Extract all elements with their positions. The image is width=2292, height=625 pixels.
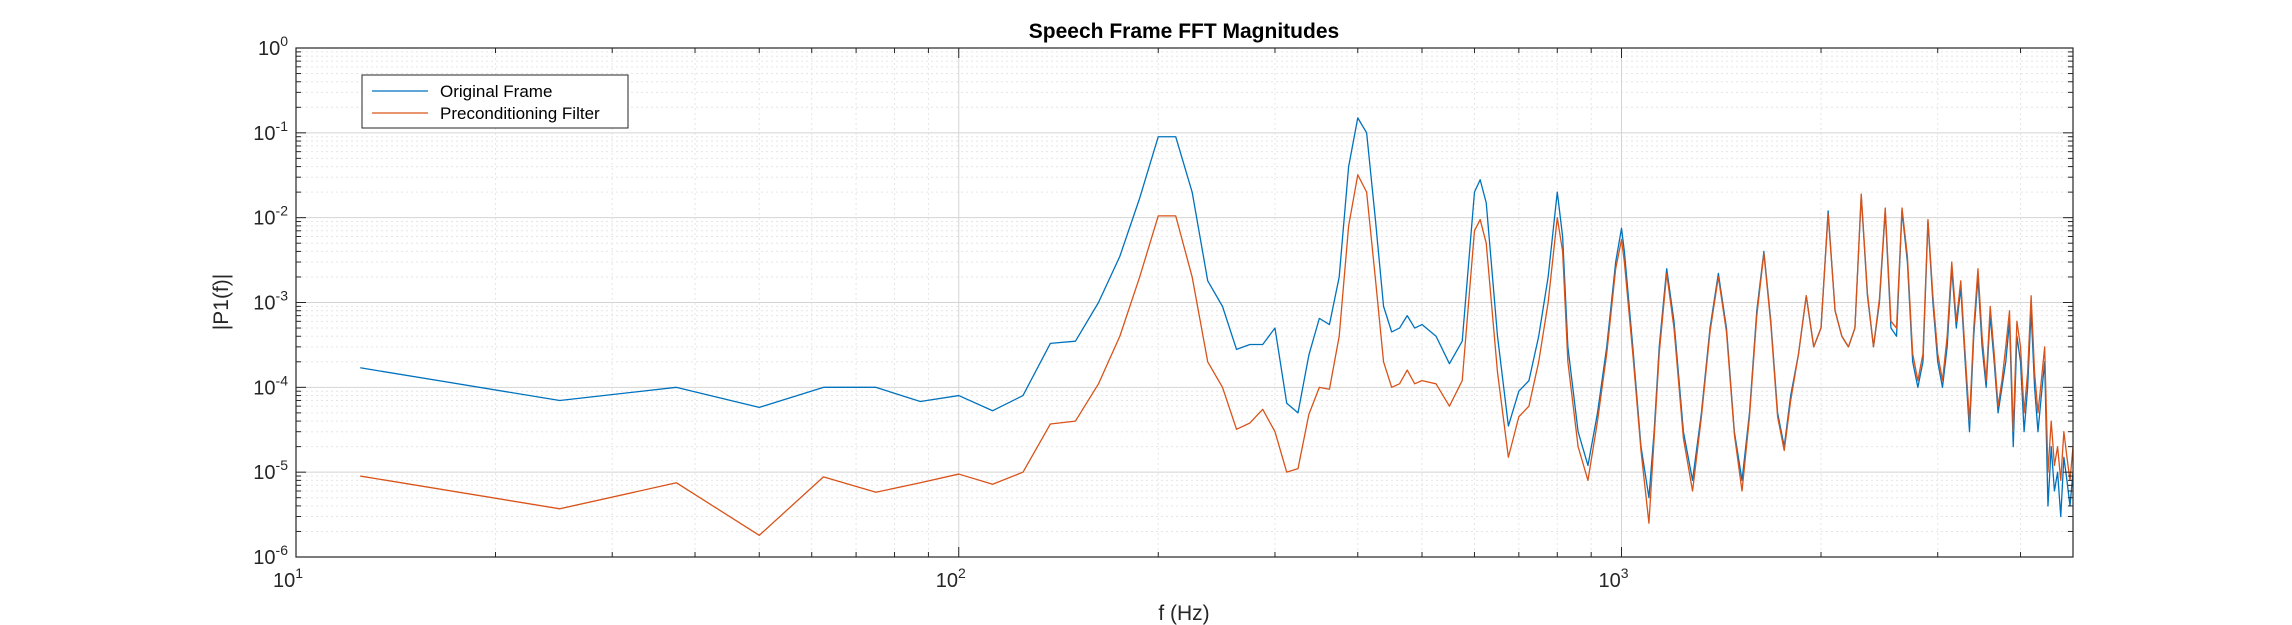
- y-tick-exponent: -2: [276, 203, 289, 219]
- y-tick-base: 10: [253, 462, 275, 484]
- axis-ticks: [295, 47, 2073, 558]
- series-layer: [360, 117, 2073, 536]
- series-line-preconditioning-filter: [360, 174, 2073, 536]
- x-tick-label: 101: [273, 565, 303, 592]
- y-tick-exponent: -3: [276, 288, 289, 304]
- y-tick-base: 10: [253, 377, 275, 399]
- legend-box: [361, 74, 629, 129]
- y-tick-exponent: -1: [276, 118, 289, 134]
- x-tick-labels: 101 102 103: [273, 565, 1629, 592]
- y-tick-exponent: -6: [276, 542, 289, 558]
- y-tick-base: 10: [253, 123, 275, 145]
- y-tick-label: 10-5: [253, 457, 288, 484]
- y-tick-exponent: 0: [280, 33, 288, 49]
- x-axis-label: f (Hz): [1158, 602, 1209, 625]
- y-tick-base: 10: [253, 208, 275, 230]
- x-tick-exponent: 2: [958, 565, 966, 581]
- x-tick-base: 10: [273, 570, 295, 592]
- x-tick-exponent: 3: [1621, 565, 1629, 581]
- y-tick-label: 10-4: [253, 372, 288, 399]
- y-tick-base: 10: [253, 547, 275, 569]
- y-tick-exponent: -4: [276, 372, 289, 388]
- x-tick-base: 10: [936, 570, 958, 592]
- x-tick-exponent: 1: [295, 565, 303, 581]
- y-axis-label: |P1(f)|: [210, 274, 233, 330]
- x-tick-label: 103: [1598, 565, 1628, 592]
- y-tick-label: 100: [258, 33, 288, 60]
- x-tick-base: 10: [1598, 570, 1620, 592]
- y-tick-base: 10: [253, 293, 275, 315]
- y-tick-exponent: -5: [276, 457, 289, 473]
- y-tick-label: 10-6: [253, 542, 288, 569]
- x-tick-label: 102: [936, 565, 966, 592]
- chart-title: Speech Frame FFT Magnitudes: [1029, 20, 1339, 43]
- y-tick-label: 10-2: [253, 203, 288, 230]
- y-tick-base: 10: [258, 38, 280, 60]
- legend-label-original-frame: Original Frame: [440, 82, 552, 101]
- legend-label-preconditioning-filter: Preconditioning Filter: [440, 104, 600, 123]
- legend: Original Frame Preconditioning Filter: [361, 74, 629, 129]
- y-tick-label: 10-1: [253, 118, 288, 145]
- y-tick-label: 10-3: [253, 288, 288, 315]
